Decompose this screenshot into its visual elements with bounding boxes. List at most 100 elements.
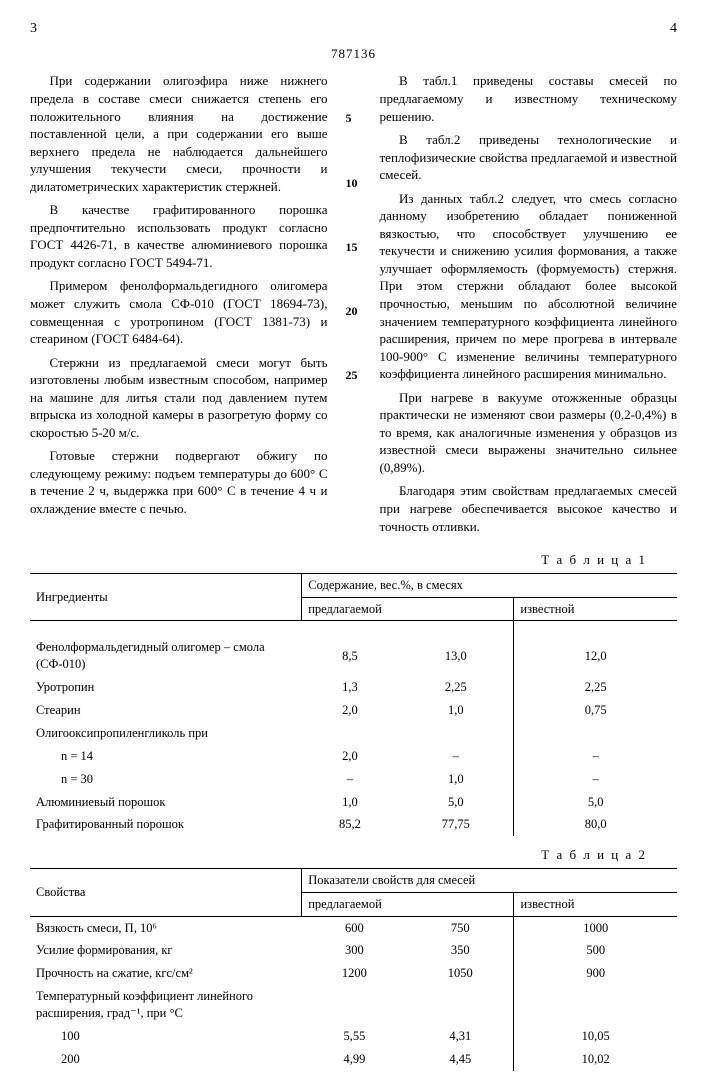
table-row: Фенолформальдегидный олигомер – смола (С… — [30, 621, 677, 676]
cell — [398, 722, 514, 745]
t2-sub-known: известной — [514, 892, 677, 916]
cell: – — [302, 768, 398, 791]
cell: – — [514, 745, 677, 768]
t2-hdr-props: Свойства — [30, 868, 302, 916]
cell: 750 — [407, 916, 514, 939]
table2: Свойства Показатели свойств для смесей п… — [30, 868, 677, 1071]
cell: 1,0 — [398, 699, 514, 722]
row-name: Графитированный порошок — [30, 813, 302, 836]
table-row: Стеарин2,01,00,75 — [30, 699, 677, 722]
t2-hdr-ind: Показатели свойств для смесей — [302, 868, 677, 892]
cell — [302, 985, 407, 1025]
cell: 10,02 — [514, 1048, 677, 1071]
cell: 4,99 — [302, 1048, 407, 1071]
cell: 4,31 — [407, 1025, 514, 1048]
cell: 13,0 — [398, 621, 514, 676]
page-right: 4 — [670, 20, 677, 39]
cell: 0,75 — [514, 699, 677, 722]
cell: 4,45 — [407, 1048, 514, 1071]
cell: 12,0 — [514, 621, 677, 676]
cell: 1,0 — [302, 791, 398, 814]
row-name: Алюминиевый порошок — [30, 791, 302, 814]
text-columns: При содержании олигоэфира ниже нижнего п… — [30, 72, 677, 541]
cell: 77,75 — [398, 813, 514, 836]
cell: 2,0 — [302, 745, 398, 768]
table-row: Вязкость смеси, П, 10⁶6007501000 — [30, 916, 677, 939]
row-name: Усилие формирования, кг — [30, 939, 302, 962]
para: При нагреве в вакууме отожженные образцы… — [380, 389, 678, 477]
t2-sub-prop: предлагаемой — [302, 892, 514, 916]
cell: – — [514, 768, 677, 791]
patent-number: 787136 — [30, 45, 677, 63]
line-num: 20 — [346, 303, 362, 319]
para: В табл.2 приведены технологические и теп… — [380, 131, 678, 184]
cell — [514, 985, 677, 1025]
cell — [302, 722, 398, 745]
cell: 8,5 — [302, 621, 398, 676]
row-name: Прочность на сжатие, кгс/см² — [30, 962, 302, 985]
cell: 5,0 — [398, 791, 514, 814]
cell: 1200 — [302, 962, 407, 985]
cell: – — [398, 745, 514, 768]
line-num: 10 — [346, 175, 362, 191]
cell: 80,0 — [514, 813, 677, 836]
line-num: 25 — [346, 367, 362, 383]
cell: 350 — [407, 939, 514, 962]
cell: 1,0 — [398, 768, 514, 791]
table-row: 2004,994,4510,02 — [30, 1048, 677, 1071]
table-row: n = 30–1,0– — [30, 768, 677, 791]
table-row: Алюминиевый порошок1,05,05,0 — [30, 791, 677, 814]
t1-hdr-content: Содержание, вес.%, в смесях — [302, 573, 677, 597]
row-name: 200 — [30, 1048, 302, 1071]
row-name: Уротропин — [30, 676, 302, 699]
table1: Ингредиенты Содержание, вес.%, в смесях … — [30, 573, 677, 837]
t1-sub-known: известной — [514, 597, 677, 621]
cell: 5,55 — [302, 1025, 407, 1048]
cell: 1050 — [407, 962, 514, 985]
row-name: Олигооксипропиленгликоль при — [30, 722, 302, 745]
row-name: 100 — [30, 1025, 302, 1048]
t1-sub-prop: предлагаемой — [302, 597, 514, 621]
table2-label: Т а б л и ц а 2 — [30, 846, 647, 864]
row-name: Фенолформальдегидный олигомер – смола (С… — [30, 621, 302, 676]
right-column: В табл.1 приведены составы смесей по пре… — [380, 72, 678, 541]
line-num: 5 — [346, 110, 362, 126]
para: Готовые стержни подвергают обжигу по сле… — [30, 447, 328, 517]
cell — [407, 985, 514, 1025]
row-name: Температурный коэффициент линейного расш… — [30, 985, 302, 1025]
table-row: Температурный коэффициент линейного расш… — [30, 985, 677, 1025]
table-row: Графитированный порошок85,277,7580,0 — [30, 813, 677, 836]
para: Из данных табл.2 следует, что смесь согл… — [380, 190, 678, 383]
para: Благодаря этим свойствам предлагаемых см… — [380, 482, 678, 535]
table-row: Усилие формирования, кг300350500 — [30, 939, 677, 962]
table-row: Прочность на сжатие, кгс/см²12001050900 — [30, 962, 677, 985]
row-name: Вязкость смеси, П, 10⁶ — [30, 916, 302, 939]
row-name: n = 14 — [30, 745, 302, 768]
cell: 2,0 — [302, 699, 398, 722]
cell: 5,0 — [514, 791, 677, 814]
table-row: 1005,554,3110,05 — [30, 1025, 677, 1048]
para: Примером фенолформальдегидного олигомера… — [30, 277, 328, 347]
table-row: Уротропин1,32,252,25 — [30, 676, 677, 699]
cell: 2,25 — [398, 676, 514, 699]
cell: 2,25 — [514, 676, 677, 699]
t1-hdr-ing: Ингредиенты — [30, 573, 302, 621]
para: Стержни из предлагаемой смеси могут быть… — [30, 354, 328, 442]
page-numbers: 3 4 — [30, 20, 677, 39]
table-row: n = 142,0–– — [30, 745, 677, 768]
cell: 300 — [302, 939, 407, 962]
cell: 500 — [514, 939, 677, 962]
cell: 1,3 — [302, 676, 398, 699]
line-num: 15 — [346, 239, 362, 255]
para: В качестве графитированного порошка пред… — [30, 201, 328, 271]
cell: 900 — [514, 962, 677, 985]
row-name: Стеарин — [30, 699, 302, 722]
cell: 600 — [302, 916, 407, 939]
cell: 10,05 — [514, 1025, 677, 1048]
cell — [514, 722, 677, 745]
cell: 85,2 — [302, 813, 398, 836]
line-number-gutter: 5 10 15 20 25 — [346, 110, 362, 541]
table-row: Олигооксипропиленгликоль при — [30, 722, 677, 745]
row-name: n = 30 — [30, 768, 302, 791]
para: В табл.1 приведены составы смесей по пре… — [380, 72, 678, 125]
